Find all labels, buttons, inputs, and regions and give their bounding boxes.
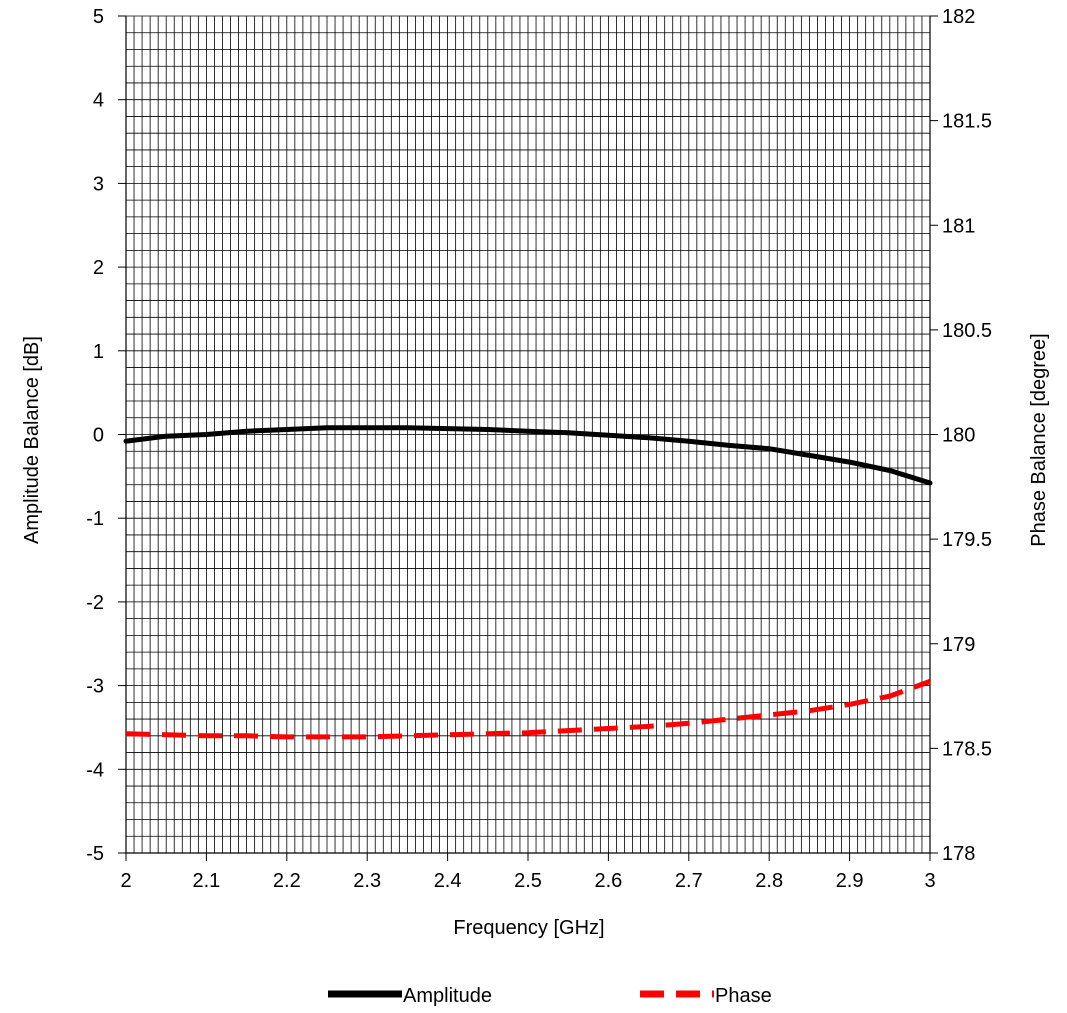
x-tick-label: 2.6 <box>594 870 622 892</box>
x-tick-label: 2.4 <box>434 870 462 892</box>
y-tick-label: 5 <box>93 6 104 28</box>
y-tick-label: 1 <box>93 341 104 363</box>
y2-tick-label: 179 <box>942 634 975 656</box>
y-tick-label: 0 <box>93 425 104 447</box>
x-tick-label: 2.9 <box>836 870 864 892</box>
series-line-phase <box>125 679 931 740</box>
y-tick-label: -4 <box>86 759 104 781</box>
x-tick-label: 3 <box>924 870 935 892</box>
legend-amplitude-label: Amplitude <box>403 985 492 1007</box>
x-tick-label: 2.8 <box>755 870 783 892</box>
axes-layer: 2 2.1 2.2 2.3 2.4 2.5 2.6 2.7 2.8 2.9 3 5 4 3 2 1 0 -1 -2 -… <box>86 6 992 892</box>
y2-tick-label: 182 <box>942 6 975 28</box>
y2-tick-label: 181.5 <box>942 111 992 133</box>
x-tick-label: 2.1 <box>192 870 220 892</box>
x-tick-label: 2.5 <box>514 870 542 892</box>
y2-tick-label: 180 <box>942 425 975 447</box>
y2-axis-title: Phase Balance [degree] <box>1028 333 1050 547</box>
y2-tick-label: 178 <box>942 843 975 865</box>
y2-tick-label: 178.5 <box>942 738 992 760</box>
x-tick-label: 2.3 <box>353 870 381 892</box>
legend-phase-label: Phase <box>715 985 772 1007</box>
y-tick-label: 4 <box>93 90 104 112</box>
series-layer <box>123 425 933 740</box>
series-line-amplitude <box>123 425 933 486</box>
y-tick-label: 3 <box>93 173 104 195</box>
y-tick-label: -2 <box>86 592 104 614</box>
x-tick-label: 2 <box>120 870 131 892</box>
x-tick-label: 2.2 <box>273 870 301 892</box>
x-tick-label: 2.7 <box>675 870 703 892</box>
y-tick-label: -3 <box>86 676 104 698</box>
y2-tick-label: 181 <box>942 215 975 237</box>
y-axis-title: Amplitude Balance [dB] <box>21 336 43 544</box>
y-tick-label: -1 <box>86 508 104 530</box>
x-axis-title: Frequency [GHz] <box>453 917 604 939</box>
y2-tick-label: 180.5 <box>942 320 992 342</box>
legend: Amplitude Phase <box>328 985 772 1007</box>
y2-tick-label: 179.5 <box>942 529 992 551</box>
grid-layer <box>125 15 931 854</box>
y-tick-label: -5 <box>86 843 104 865</box>
y-tick-label: 2 <box>93 257 104 279</box>
